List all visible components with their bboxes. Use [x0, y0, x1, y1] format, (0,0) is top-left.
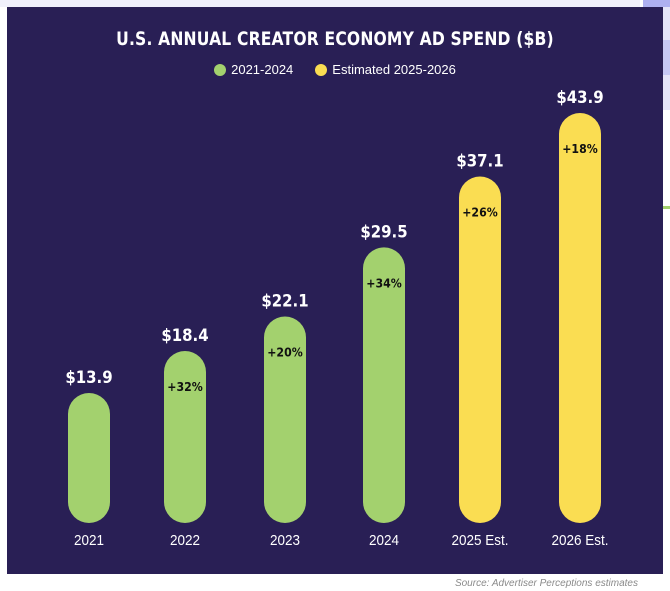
background-fragment	[0, 0, 640, 7]
legend-item-estimated: Estimated 2025-2026	[315, 62, 456, 77]
background-fragment	[643, 0, 670, 7]
value-label: $29.5	[360, 221, 407, 241]
bar-2022	[164, 351, 206, 523]
growth-label: +34%	[366, 276, 402, 291]
value-label: $22.1	[261, 291, 308, 311]
growth-label: +20%	[267, 345, 303, 360]
growth-label: +18%	[562, 141, 598, 156]
background-fragment	[663, 75, 670, 110]
background-fragment	[663, 206, 670, 209]
bar-2023	[264, 316, 306, 523]
legend-label-estimated: Estimated 2025-2026	[332, 62, 456, 77]
x-tick-label: 2021	[74, 532, 104, 549]
source-note: Source: Advertiser Perceptions estimates	[454, 578, 638, 589]
bar-2025est	[459, 176, 501, 523]
legend-swatch-actual	[214, 63, 227, 76]
value-label: $18.4	[161, 325, 208, 345]
x-tick-label: 2024	[369, 532, 399, 549]
x-tick-label: 2026 Est.	[552, 532, 609, 549]
x-tick-label: 2023	[270, 532, 300, 549]
x-tick-label: 2025 Est.	[452, 532, 509, 549]
legend-label-actual: 2021-2024	[231, 62, 294, 77]
bar-2021	[68, 393, 110, 523]
bar-2024	[363, 247, 405, 523]
growth-label: +26%	[462, 205, 498, 220]
bar-2026est	[559, 113, 601, 523]
growth-label: +32%	[167, 379, 203, 394]
legend-swatch-estimated	[315, 63, 328, 76]
value-label: $43.9	[556, 87, 603, 107]
chart-legend: 2021-2024 Estimated 2025-2026	[0, 62, 670, 77]
value-label: $13.9	[65, 367, 112, 387]
value-label: $37.1	[456, 151, 503, 171]
chart-panel	[7, 7, 663, 574]
background-fragment	[663, 7, 670, 40]
background-fragment	[663, 40, 670, 75]
chart-title: U.S. ANNUAL CREATOR ECONOMY AD SPEND ($B…	[116, 28, 554, 50]
legend-item-actual: 2021-2024	[214, 62, 293, 77]
x-tick-label: 2022	[170, 532, 200, 549]
